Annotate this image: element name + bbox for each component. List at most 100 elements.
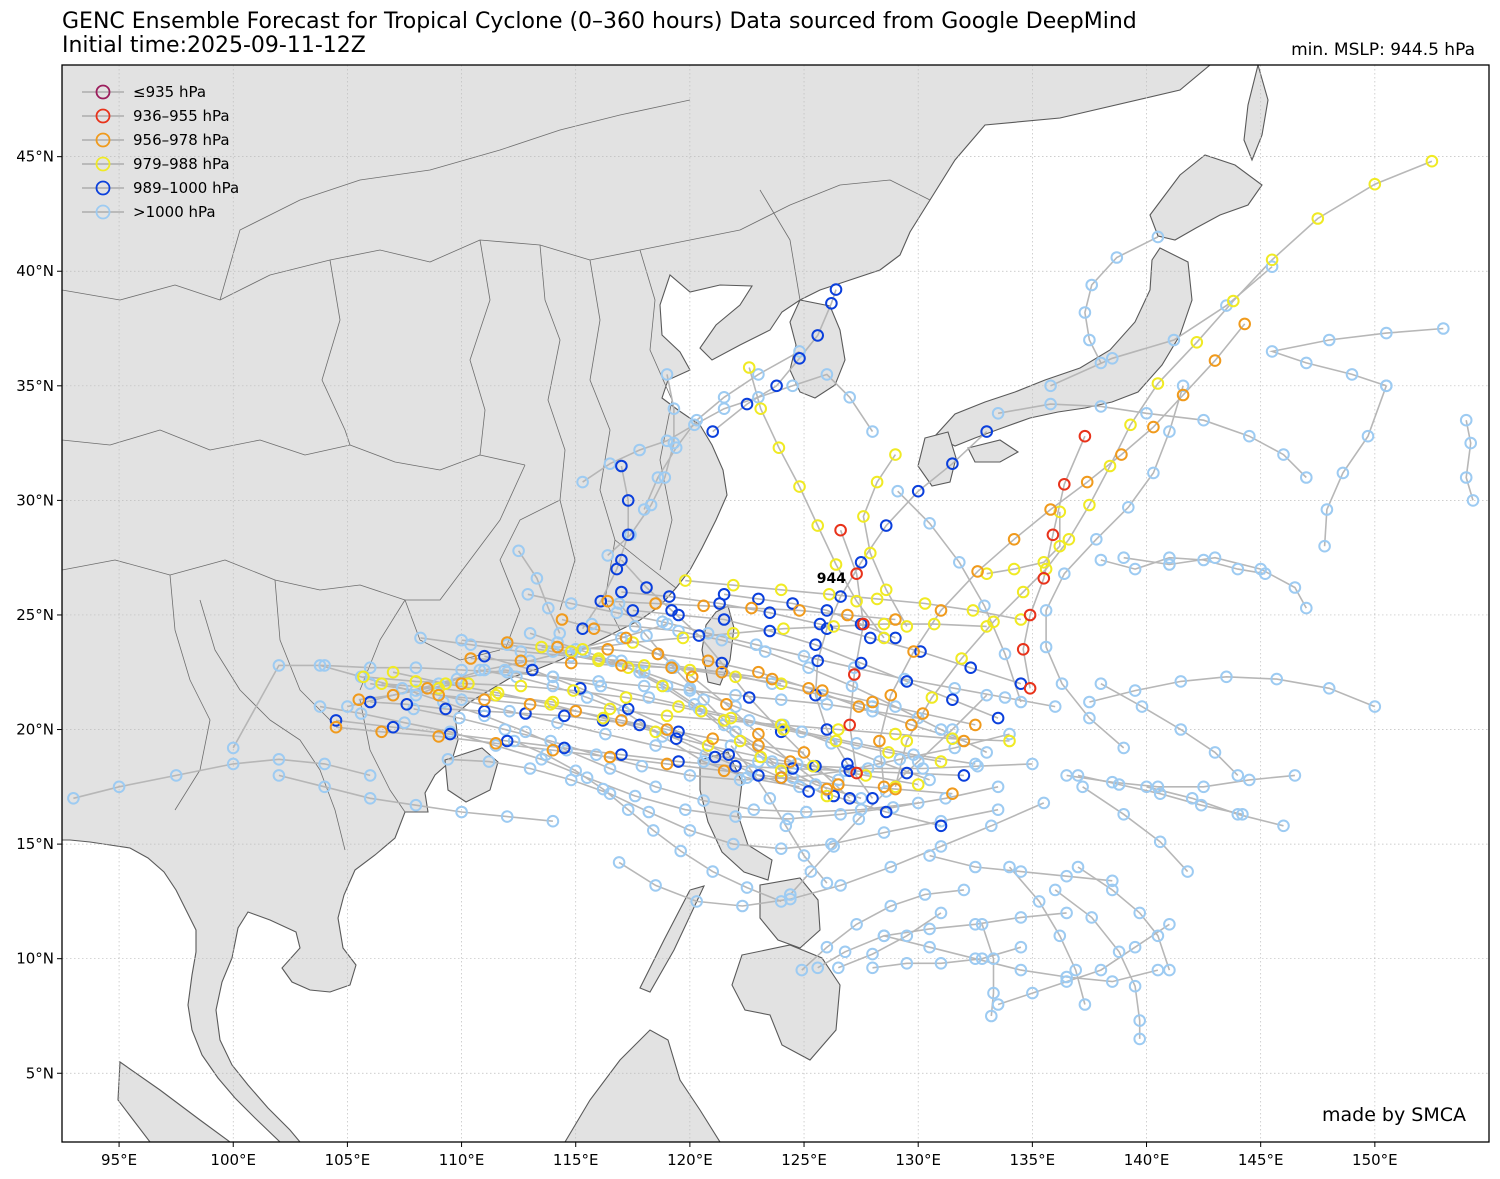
track-point [1277,819,1290,833]
track-point [934,906,948,920]
track-point [747,803,761,817]
track-point [329,720,343,734]
track-point [272,753,286,766]
track-point [615,631,628,645]
admin-border [169,574,211,811]
track-point [1140,407,1153,420]
track-point [708,750,722,764]
track-point [946,787,959,801]
track-point [966,604,980,617]
track-point [1055,677,1069,691]
track-point [813,617,827,631]
track-point [1231,808,1245,821]
track-point [663,590,676,603]
track-point [866,695,879,709]
track-line [872,946,1022,969]
track-point [991,803,1005,817]
track-line [392,671,919,786]
track-point [827,789,841,803]
track-point [793,604,806,617]
track-point [742,714,756,727]
track-point [354,707,368,720]
track-point [1053,539,1067,553]
legend-label: 936–955 hPa [133,107,230,125]
track-point [621,803,635,817]
lat-tick-label: 40°N [16,262,54,280]
track-point [882,746,895,759]
track-point [395,682,409,695]
track-point [1345,368,1359,381]
track-point [1231,562,1245,576]
track-point [827,840,841,853]
track-point [1128,940,1142,954]
track-point [797,849,811,862]
track-point [1044,503,1057,516]
track-point [672,755,685,768]
track-point [784,755,797,768]
track-point [1368,700,1382,713]
track-point [514,654,528,668]
track-point [352,693,366,707]
track-point [660,617,674,631]
track-point [770,379,783,393]
track-point [948,682,962,695]
track-point [866,792,879,805]
track-line [438,694,805,754]
track-point [615,654,628,668]
track-point [1122,501,1135,514]
track-point [580,771,594,785]
track-point [226,757,240,771]
track-point [1185,792,1199,805]
chart-title: GENC Ensemble Forecast for Tropical Cycl… [62,9,1137,34]
track-point [1265,345,1279,358]
track-point [1300,356,1313,370]
track-point [985,1009,998,1023]
track-point [816,688,829,702]
track-point [957,883,971,897]
track-point [514,645,528,658]
track-point [946,732,959,746]
legend-label: ≤935 hPa [133,83,206,101]
track-point [690,413,704,427]
track-point [683,824,697,837]
longitude-ticks: 95°E 100°E 105°E 110°E 115°E 120°E 125°E 130°E 1… [101,1142,1398,1169]
lon-tick-label: 135°E [1010,1151,1056,1169]
lon-tick-label: 140°E [1124,1151,1170,1169]
track-point [1380,326,1393,340]
track-point [742,691,756,704]
track-point [772,441,786,455]
track-point [758,645,772,658]
track-point [523,698,537,711]
track-point [934,814,948,828]
track-point [592,654,605,668]
track-point [375,677,388,691]
track-point [649,739,662,752]
track-point [820,782,834,796]
track-point [1208,354,1222,367]
track-point [1258,567,1272,581]
track-line [370,701,809,793]
track-point [576,643,589,656]
track-point [834,523,847,537]
track-point [633,718,646,732]
latitude-ticks: 5°N 10°N 15°N 20°N 25°N 30°N 35°N 40°N 45°N [16,148,62,1082]
track-point [825,297,838,310]
track-point [443,727,457,741]
track-point [879,583,893,597]
track-line [1054,889,1141,1039]
track-point [1300,601,1313,615]
track-line [883,935,1159,983]
track-point [375,725,388,739]
landmass-asia-mainland [62,65,1211,1142]
track-point [679,803,692,817]
track-point [1336,466,1350,480]
track-point [911,484,925,498]
track-point [774,764,788,778]
track-point [795,725,809,739]
track-point [809,638,822,652]
track-point [877,617,891,631]
track-point [683,769,697,782]
track-line [897,490,1022,703]
track-point [980,425,994,438]
track-point [985,819,998,833]
